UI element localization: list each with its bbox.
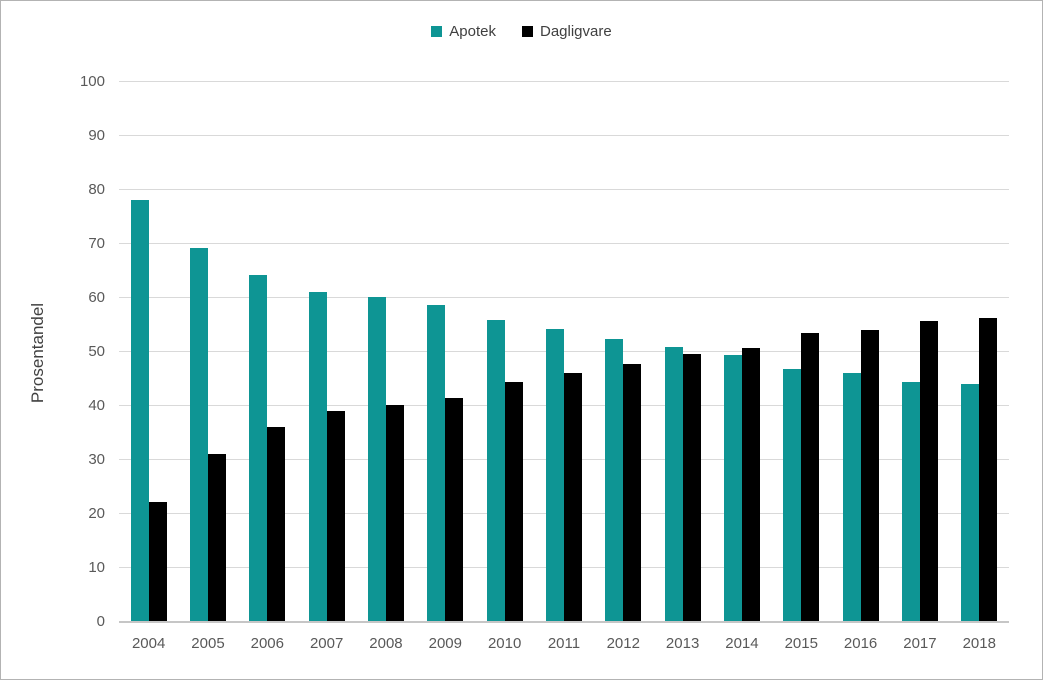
bar-dagligvare-2008 bbox=[385, 405, 404, 621]
y-tick-100: 100 bbox=[79, 73, 105, 90]
x-tick-2014: 2014 bbox=[725, 635, 759, 652]
bar-apotek-2006 bbox=[249, 275, 268, 621]
bar-group-2009 bbox=[416, 81, 475, 621]
bar-apotek-2018 bbox=[961, 384, 980, 621]
y-tick-20: 20 bbox=[88, 505, 105, 522]
x-tick-2006: 2006 bbox=[250, 635, 284, 652]
bar-dagligvare-2006 bbox=[267, 427, 286, 621]
bar-dagligvare-2014 bbox=[741, 347, 760, 621]
x-tick-2007: 2007 bbox=[309, 635, 344, 652]
bar-group-2018 bbox=[950, 81, 1009, 621]
bar-group-2007 bbox=[297, 81, 356, 621]
bar-group-2011 bbox=[534, 81, 593, 621]
x-tick-2016: 2016 bbox=[843, 635, 878, 652]
bar-dagligvare-2011 bbox=[563, 372, 582, 621]
bar-apotek-2013 bbox=[664, 347, 683, 621]
bar-group-2017 bbox=[890, 81, 949, 621]
gridline-70 bbox=[119, 243, 1009, 244]
y-tick-90: 90 bbox=[88, 127, 105, 144]
bar-dagligvare-2016 bbox=[860, 329, 879, 621]
bar-group-2008 bbox=[356, 81, 415, 621]
bar-group-2015 bbox=[772, 81, 831, 621]
bar-apotek-2015 bbox=[783, 368, 802, 621]
legend: Apotek Dagligvare bbox=[1, 23, 1042, 40]
x-tick-2008: 2008 bbox=[369, 635, 403, 652]
bar-dagligvare-2013 bbox=[682, 353, 701, 621]
legend-item-apotek: Apotek bbox=[431, 23, 496, 40]
x-tick-2015: 2015 bbox=[784, 635, 818, 652]
x-tick-2012: 2012 bbox=[606, 635, 640, 652]
bar-apotek-2016 bbox=[842, 372, 861, 621]
bar-dagligvare-2005 bbox=[207, 453, 226, 621]
bar-apotek-2008 bbox=[367, 297, 386, 621]
x-tick-2011: 2011 bbox=[547, 635, 581, 652]
gridline-0 bbox=[119, 621, 1009, 623]
bar-groups bbox=[119, 81, 1009, 621]
plot-area bbox=[119, 81, 1009, 623]
bar-apotek-2017 bbox=[901, 381, 920, 621]
gridline-90 bbox=[119, 135, 1009, 136]
bar-group-2004 bbox=[119, 81, 178, 621]
y-tick-80: 80 bbox=[88, 181, 105, 198]
bar-group-2016 bbox=[831, 81, 890, 621]
bar-dagligvare-2009 bbox=[445, 397, 464, 621]
apotek-swatch-icon bbox=[431, 26, 443, 37]
y-tick-60: 60 bbox=[88, 289, 105, 306]
bar-dagligvare-2010 bbox=[504, 382, 523, 621]
legend-label-apotek: Apotek bbox=[449, 23, 496, 40]
gridline-50 bbox=[119, 351, 1009, 352]
y-tick-0: 0 bbox=[96, 613, 105, 630]
gridline-80 bbox=[119, 189, 1009, 190]
x-axis-tick-labels: 2004 2005 2006 2007 2008 2009 2010 2011 2012 2013… bbox=[119, 635, 1009, 652]
gridline-60 bbox=[119, 297, 1009, 298]
bar-dagligvare-2018 bbox=[979, 318, 998, 621]
y-tick-50: 50 bbox=[88, 343, 105, 360]
y-tick-40: 40 bbox=[88, 397, 105, 414]
x-tick-2017: 2017 bbox=[903, 635, 937, 652]
bar-dagligvare-2015 bbox=[801, 333, 820, 621]
x-tick-2004: 2004 bbox=[131, 635, 166, 652]
x-tick-2010: 2010 bbox=[487, 635, 522, 652]
bar-apotek-2014 bbox=[723, 354, 742, 621]
bar-group-2005 bbox=[178, 81, 237, 621]
bar-group-2014 bbox=[712, 81, 771, 621]
bar-apotek-2009 bbox=[427, 305, 446, 621]
bar-apotek-2007 bbox=[308, 291, 327, 621]
x-tick-2005: 2005 bbox=[191, 635, 225, 652]
bar-apotek-2010 bbox=[486, 319, 505, 621]
bar-group-2013 bbox=[653, 81, 712, 621]
bar-dagligvare-2017 bbox=[919, 320, 938, 621]
y-tick-70: 70 bbox=[88, 235, 105, 252]
x-tick-2009: 2009 bbox=[428, 635, 462, 652]
bar-apotek-2011 bbox=[545, 329, 564, 621]
bar-group-2006 bbox=[238, 81, 297, 621]
bar-dagligvare-2004 bbox=[148, 502, 167, 621]
y-tick-30: 30 bbox=[88, 451, 105, 468]
bar-apotek-2012 bbox=[605, 338, 624, 621]
bar-apotek-2004 bbox=[130, 199, 149, 621]
bar-group-2010 bbox=[475, 81, 534, 621]
bar-apotek-2005 bbox=[189, 248, 208, 621]
gridline-100 bbox=[119, 81, 1009, 82]
dagligvare-swatch-icon bbox=[521, 26, 533, 37]
bar-dagligvare-2012 bbox=[623, 363, 642, 621]
legend-label-dagligvare: Dagligvare bbox=[539, 23, 612, 40]
y-axis-tick-labels: 0 10 20 30 40 50 60 70 80 90 100 bbox=[1, 74, 105, 629]
y-tick-10: 10 bbox=[88, 559, 105, 576]
x-tick-2018: 2018 bbox=[962, 635, 996, 652]
legend-item-dagligvare: Dagligvare bbox=[521, 23, 612, 40]
bar-dagligvare-2007 bbox=[326, 411, 345, 621]
bar-group-2012 bbox=[594, 81, 653, 621]
x-tick-2013: 2013 bbox=[665, 635, 700, 652]
